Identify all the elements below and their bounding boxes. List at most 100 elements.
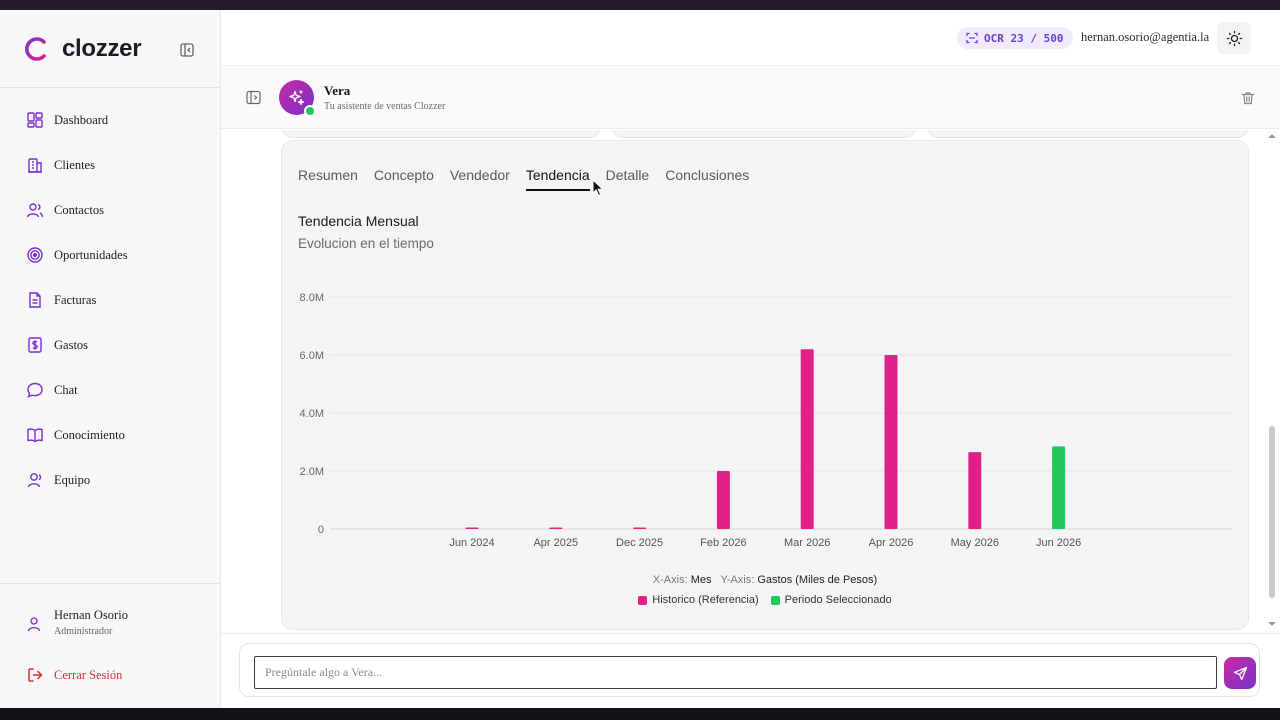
tab-detalle[interactable]: Detalle (605, 167, 650, 183)
target-icon (27, 247, 43, 263)
users-icon (26, 203, 44, 218)
bar (884, 355, 898, 529)
sidebar-item-label: Chat (54, 382, 78, 397)
chat-header: Vera Tu asistente de ventas Clozzer (221, 67, 1280, 129)
x-axis-label: Mes (690, 574, 712, 586)
mouse-cursor-icon (592, 179, 604, 197)
scroll-down-arrow-icon[interactable] (1267, 620, 1277, 628)
bar (1052, 446, 1066, 529)
summary-card-stub (281, 130, 601, 138)
team-icon (27, 473, 42, 488)
app-window: clozzer Dashboard Clientes Contactos (0, 10, 1280, 708)
sparkles-icon (289, 90, 305, 106)
theme-toggle-button[interactable] (1217, 22, 1251, 54)
tab-tendencia[interactable]: Tendencia (525, 167, 590, 191)
user-email: hernan.osorio@agentia.la (1081, 30, 1210, 44)
trash-icon[interactable] (1241, 91, 1255, 105)
x-tick-label: Mar 2026 (784, 537, 830, 549)
sidebar-item-contactos[interactable]: Contactos (0, 192, 221, 228)
bar (465, 527, 479, 529)
x-tick-label: Jun 2026 (1036, 537, 1081, 549)
x-tick-label: Feb 2026 (700, 537, 746, 549)
sidebar-item-oportunidades[interactable]: Oportunidades (0, 237, 221, 273)
sidebar-item-label: Oportunidades (54, 247, 128, 262)
sidebar-item-chat[interactable]: Chat (0, 372, 221, 408)
legend-label: Historico (Referencia) (652, 594, 759, 606)
sidebar-item-label: Conocimiento (54, 427, 125, 442)
send-icon (1233, 666, 1247, 680)
x-tick-label: Dec 2025 (616, 537, 663, 549)
sidebar-item-conocimiento[interactable]: Conocimiento (0, 417, 221, 453)
sidebar-item-label: Gastos (54, 337, 89, 352)
chat-bubble-icon (27, 382, 43, 398)
dashboard-icon (27, 112, 43, 128)
x-tick-label: Jun 2024 (449, 537, 494, 549)
scan-icon (966, 32, 978, 44)
assistant-name: Vera (324, 83, 351, 98)
tab-concepto[interactable]: Concepto (373, 167, 434, 183)
chart-legend: Historico (Referencia) Periodo Seleccion… (282, 594, 1248, 606)
sidebar-item-equipo[interactable]: Equipo (0, 462, 221, 498)
dollar-receipt-icon (28, 337, 42, 353)
trend-bar-chart: 0 2.0M 4.0M 6.0M 8.0M Jun 2024 Apr 2025 Dec 202… (300, 292, 1232, 549)
logout-icon (28, 668, 43, 682)
send-button[interactable] (1224, 657, 1256, 689)
legend-item-historico[interactable]: Historico (Referencia) (638, 594, 759, 606)
sidebar-item-clientes[interactable]: Clientes (0, 147, 221, 183)
report-card: Resumen Concepto Vendedor Tendencia Deta… (281, 140, 1249, 630)
sun-icon (1226, 30, 1242, 46)
user-icon (27, 617, 41, 632)
y-tick-label: 8.0M (300, 292, 324, 304)
bar (633, 527, 647, 529)
bar (716, 471, 730, 529)
logout-button[interactable]: Cerrar Sesión (26, 666, 122, 684)
chart-title: Tendencia Mensual (298, 213, 419, 229)
sidebar: clozzer Dashboard Clientes Contactos (0, 10, 221, 708)
tab-vendedor[interactable]: Vendedor (449, 167, 510, 183)
bar (800, 349, 814, 529)
user-role: Administrador (54, 626, 113, 637)
sidebar-item-gastos[interactable]: Gastos (0, 327, 221, 363)
assistant-subtitle: Tu asistente de ventas Clozzer (324, 101, 446, 112)
sidebar-item-facturas[interactable]: Facturas (0, 282, 221, 318)
building-icon (28, 158, 42, 173)
legend-swatch (770, 595, 780, 605)
sidebar-item-label: Equipo (54, 472, 91, 487)
scroll-up-arrow-icon[interactable] (1267, 132, 1277, 140)
user-profile[interactable]: Hernan Osorio Administrador (26, 608, 128, 637)
chat-input[interactable] (254, 656, 1217, 689)
legend-swatch (638, 595, 648, 605)
y-axis-label: Gastos (Miles de Pesos) (757, 574, 878, 586)
x-axis-prefix: X-Axis: (652, 574, 688, 586)
x-tick-label: Apr 2026 (869, 537, 914, 549)
collapse-sidebar-icon[interactable] (179, 42, 195, 58)
report-tabs: Resumen Concepto Vendedor Tendencia Deta… (298, 167, 765, 191)
axis-caption: X-Axis: Mes Y-Axis: Gastos (Miles de Pes… (282, 574, 1248, 586)
bar (549, 527, 563, 529)
sidebar-divider (0, 87, 221, 88)
legend-item-periodo[interactable]: Periodo Seleccionado (770, 594, 892, 606)
sidebar-item-label: Contactos (54, 202, 104, 217)
brand-name: clozzer (62, 35, 142, 62)
vertical-scrollbar-thumb[interactable] (1269, 426, 1275, 598)
legend-label: Periodo Seleccionado (784, 594, 892, 606)
summary-card-stub (927, 130, 1249, 138)
toggle-panel-icon[interactable] (246, 90, 261, 105)
window-bottom-strip (0, 708, 1280, 720)
sidebar-divider (0, 583, 221, 584)
sidebar-item-dashboard[interactable]: Dashboard (0, 102, 221, 138)
tab-resumen[interactable]: Resumen (298, 167, 358, 183)
invoice-icon (29, 292, 41, 308)
top-header: OCR 23 / 500 hernan.osorio@agentia.la (221, 10, 1280, 66)
y-tick-label: 0 (318, 524, 324, 536)
user-name: Hernan Osorio (54, 608, 128, 622)
clozzer-logo-icon (25, 37, 46, 61)
previous-cards (281, 130, 1249, 140)
x-tick-label: May 2026 (951, 537, 999, 549)
chat-scroll-area[interactable]: Resumen Concepto Vendedor Tendencia Deta… (221, 130, 1280, 633)
book-icon (27, 428, 43, 443)
bar (968, 452, 982, 529)
y-tick-label: 6.0M (300, 350, 324, 362)
tab-conclusiones[interactable]: Conclusiones (665, 167, 750, 183)
brand[interactable]: clozzer (22, 34, 142, 64)
